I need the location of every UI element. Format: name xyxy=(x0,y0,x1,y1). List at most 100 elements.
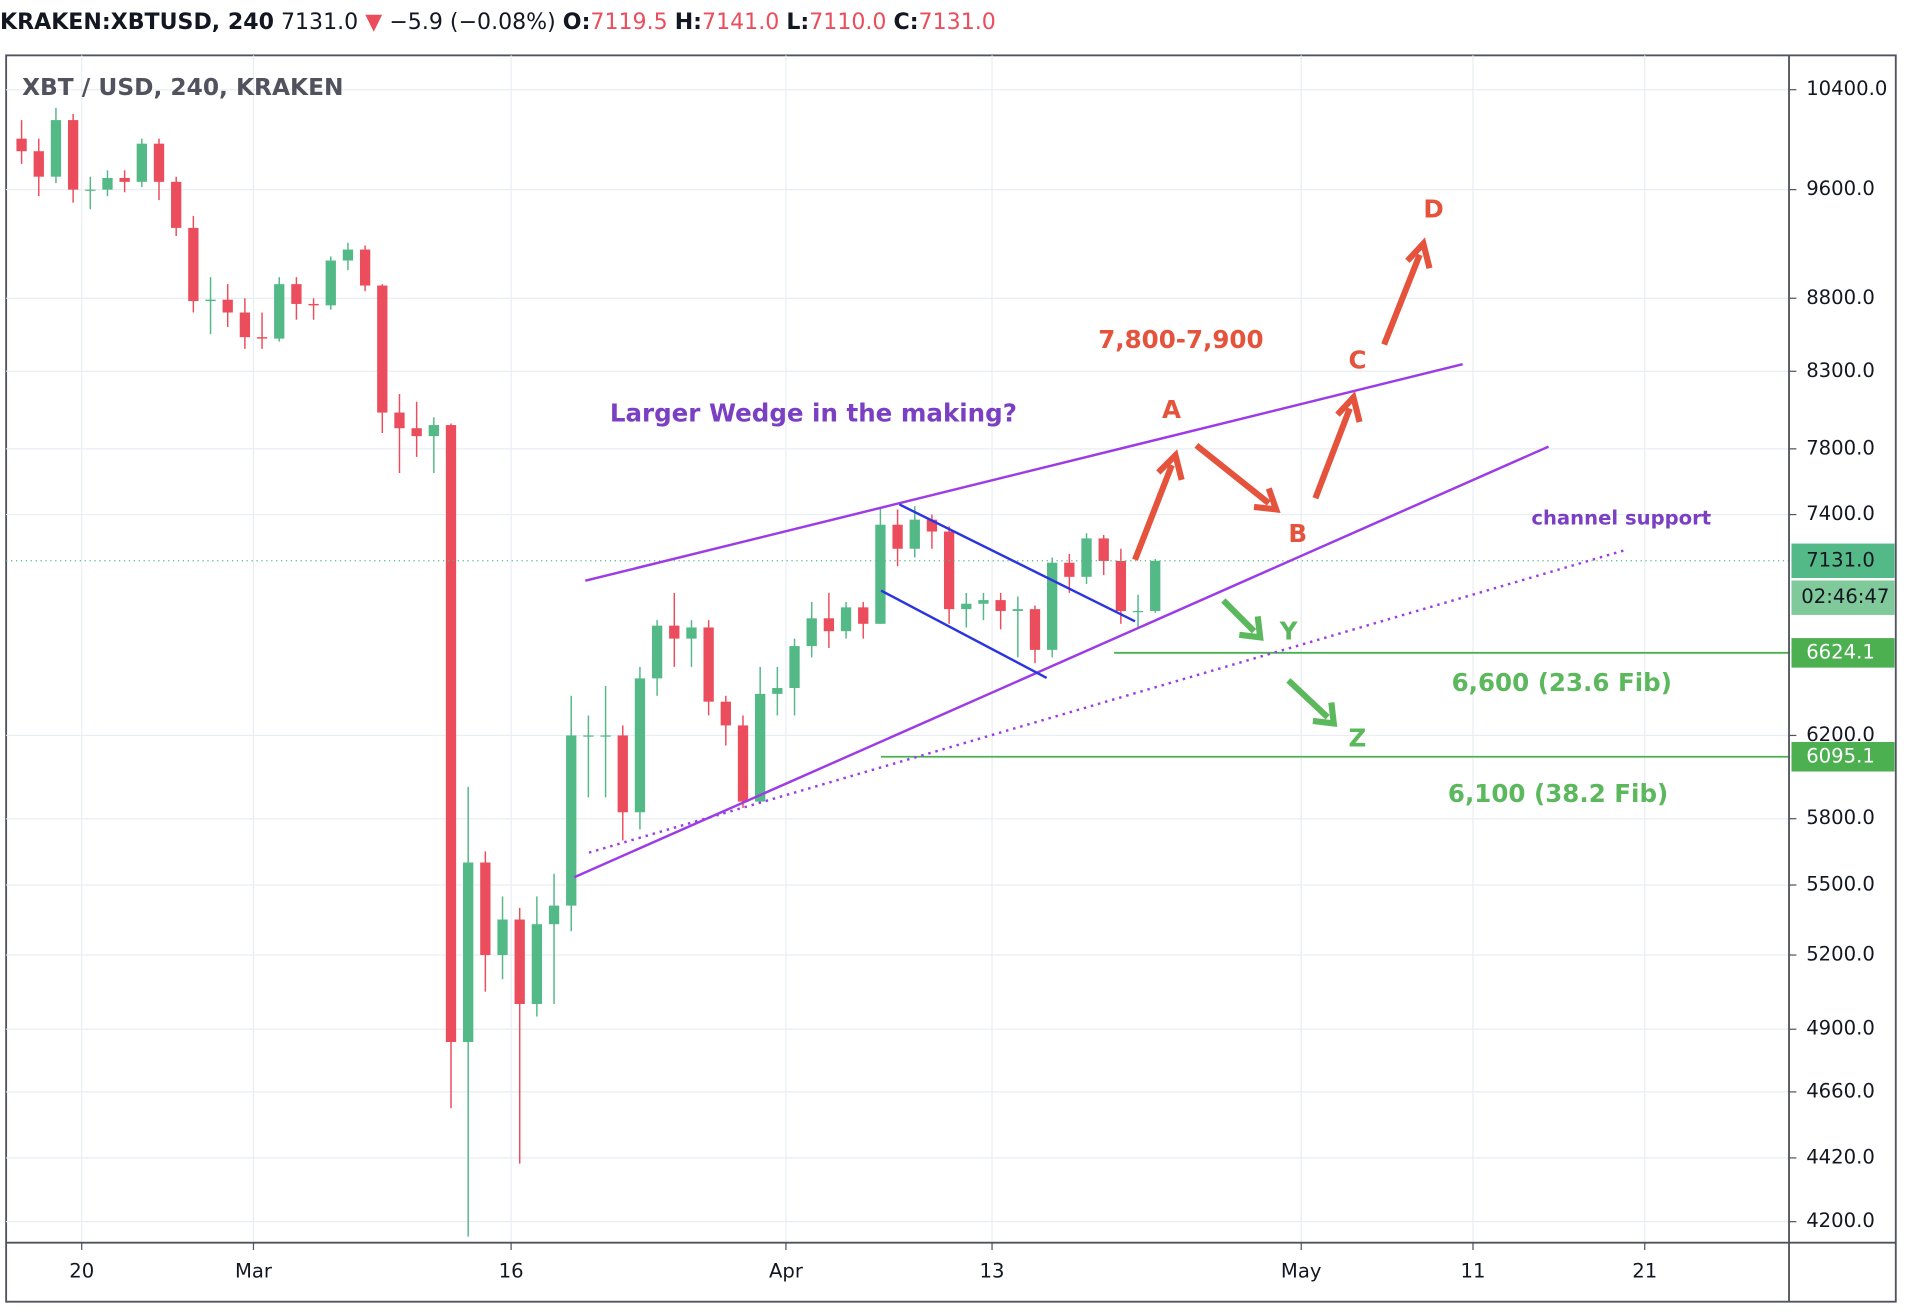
candle-body xyxy=(171,181,182,228)
candle-body xyxy=(1029,609,1041,650)
y-tick-label: 10400.0 xyxy=(1806,77,1887,100)
candle-body xyxy=(755,693,766,802)
arrow xyxy=(1194,442,1281,513)
header: KRAKEN:XBTUSD, 240 7131.0 ▼ −5.9 (−0.08%… xyxy=(0,9,996,35)
axis-labels: 10400.0 9600.0 8800.0 8300.0 7800.0 7400.0 620… xyxy=(69,77,1895,1283)
candle-body xyxy=(136,143,147,182)
price-label-box xyxy=(1791,741,1895,772)
annotation: B xyxy=(1288,519,1307,548)
channel-support xyxy=(588,548,1627,854)
candle-body xyxy=(1012,609,1023,611)
candle-body xyxy=(1064,562,1075,577)
candle-body xyxy=(1115,560,1127,611)
x-tick-label: 20 xyxy=(69,1260,94,1283)
chart-title: XBT / USD, 240, KRAKEN xyxy=(22,73,343,101)
candle-body xyxy=(651,625,663,679)
x-tick-label: 21 xyxy=(1632,1260,1657,1283)
candle-body xyxy=(961,603,972,610)
countdown-box xyxy=(1791,580,1895,615)
x-tick-label: May xyxy=(1281,1260,1322,1283)
annotation: C xyxy=(1349,346,1367,375)
candle-body xyxy=(943,531,955,610)
ohlc-key: C: xyxy=(894,9,919,35)
annotation: D xyxy=(1423,194,1443,223)
drawings: Larger Wedge in the making? 7,800-7,900 … xyxy=(573,194,1711,879)
candle-body xyxy=(428,425,439,437)
candles xyxy=(6,107,1790,1237)
candle-body xyxy=(445,425,457,1043)
candle-body xyxy=(720,701,731,726)
candle-body xyxy=(772,688,783,694)
x-tick-label: Apr xyxy=(769,1260,804,1283)
candle-body xyxy=(686,627,697,639)
countdown: 02:46:47 xyxy=(1801,585,1889,608)
candle-body xyxy=(703,627,714,702)
candle-body xyxy=(1081,538,1092,577)
ohlc-key: L: xyxy=(786,9,809,35)
candle-body xyxy=(359,249,371,286)
candle-body xyxy=(188,227,199,302)
last-price-box xyxy=(1791,543,1895,579)
candle-body xyxy=(463,862,474,1043)
candle-body xyxy=(634,678,646,813)
candle-body xyxy=(85,189,96,191)
last-price-label: 7131.0 xyxy=(1806,548,1875,571)
change: −5.9 (−0.08%) xyxy=(389,9,556,35)
candle-body xyxy=(737,725,749,802)
candle-body xyxy=(909,519,920,549)
candle-body xyxy=(67,120,79,190)
ohlc-value: 7131.0 xyxy=(919,9,996,35)
x-tick-label: 16 xyxy=(499,1260,524,1283)
annotation: 6,100 (38.2 Fib) xyxy=(1448,779,1668,808)
frame xyxy=(5,54,1897,1303)
last: 7131.0 xyxy=(281,9,358,35)
price-label: 6095.1 xyxy=(1806,744,1875,767)
candle-body xyxy=(978,600,989,604)
y-tick-label: 8300.0 xyxy=(1806,359,1875,382)
candle-body xyxy=(875,524,886,624)
arrow xyxy=(1381,237,1433,346)
candle-body xyxy=(377,285,388,413)
y-tick-label: 4420.0 xyxy=(1806,1145,1875,1168)
ohlc-value: 7110.0 xyxy=(809,9,886,35)
arrow xyxy=(1221,598,1264,641)
wedge-top xyxy=(585,362,1463,582)
flag-bottom xyxy=(880,589,1048,680)
x-tick-label: 13 xyxy=(980,1260,1005,1283)
candle-body xyxy=(480,862,491,956)
candle-body xyxy=(583,735,594,737)
candle-body xyxy=(1047,562,1058,650)
arrow xyxy=(1132,449,1185,561)
candle-body xyxy=(222,299,233,313)
candle-body xyxy=(566,735,577,906)
annotation: 7,800-7,900 xyxy=(1098,325,1263,354)
price-label-box xyxy=(1791,638,1895,668)
candle-body xyxy=(669,625,680,639)
candle-body xyxy=(840,607,852,632)
candle-body xyxy=(256,337,268,339)
ohlc-key: H: xyxy=(675,9,702,35)
candle-body xyxy=(600,735,611,737)
y-tick-label: 4900.0 xyxy=(1806,1017,1875,1040)
candle-body xyxy=(325,260,336,306)
candle-body xyxy=(1132,610,1144,613)
flag-top xyxy=(898,503,1136,623)
ohlc-key: O: xyxy=(563,9,591,35)
candle-body xyxy=(1098,538,1109,561)
wedge-bottom xyxy=(573,445,1550,879)
arrow: ▼ xyxy=(365,9,382,35)
annotation: 6,600 (23.6 Fib) xyxy=(1452,668,1672,697)
y-tick-label: 5500.0 xyxy=(1806,872,1875,895)
y-tick-label: 4660.0 xyxy=(1806,1079,1875,1102)
candle-body xyxy=(102,177,113,190)
candle-body xyxy=(16,138,27,152)
candle-body xyxy=(239,312,251,338)
candle-body xyxy=(806,618,817,647)
y-tick-label: 5200.0 xyxy=(1806,943,1875,966)
annotation: A xyxy=(1162,395,1181,424)
candle-body xyxy=(995,600,1006,611)
candle-body xyxy=(274,284,285,339)
candle-body xyxy=(50,120,62,177)
candle-body xyxy=(33,151,44,177)
